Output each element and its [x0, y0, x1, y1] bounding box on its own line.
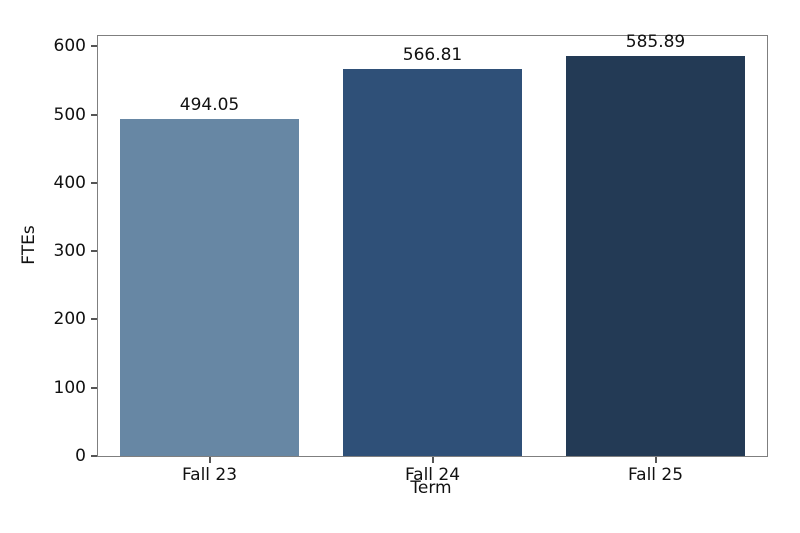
- bar-value-label: 566.81: [402, 44, 463, 65]
- x-tick-mark: [431, 457, 434, 463]
- y-tick-mark: [91, 45, 97, 48]
- y-tick-label: 100: [53, 377, 86, 398]
- y-tick-label: 400: [53, 172, 86, 193]
- bar-fall-25: [566, 55, 745, 456]
- bar-fall-24: [343, 68, 522, 456]
- x-tick-label: Fall 23: [181, 465, 238, 485]
- y-tick-label: 600: [53, 36, 86, 57]
- plot-area: 0 100 200 300 400 500 600 494.05 Fall 23 566.81 Fa…: [54, 31, 768, 485]
- x-tick-label: Fall 25: [627, 465, 684, 485]
- y-tick-mark: [91, 455, 97, 457]
- y-tick-mark: [91, 181, 97, 184]
- y-tick-mark: [91, 318, 97, 321]
- y-tick-label: 0: [75, 446, 86, 466]
- y-tick-mark: [91, 113, 97, 116]
- bar-value-label: 494.05: [179, 94, 240, 115]
- y-tick-label: 300: [53, 241, 86, 262]
- bar-value-label: 585.89: [625, 31, 686, 52]
- y-tick-label: 200: [53, 309, 86, 330]
- x-axis-label: Term: [410, 478, 452, 498]
- x-tick-mark: [654, 457, 657, 463]
- y-tick-mark: [91, 250, 97, 253]
- x-tick-mark: [208, 457, 211, 463]
- y-tick-label: 500: [53, 104, 86, 125]
- x-tick-label: Fall 24: [404, 465, 461, 485]
- y-tick-mark: [91, 386, 97, 389]
- bar-fall-23: [120, 118, 299, 456]
